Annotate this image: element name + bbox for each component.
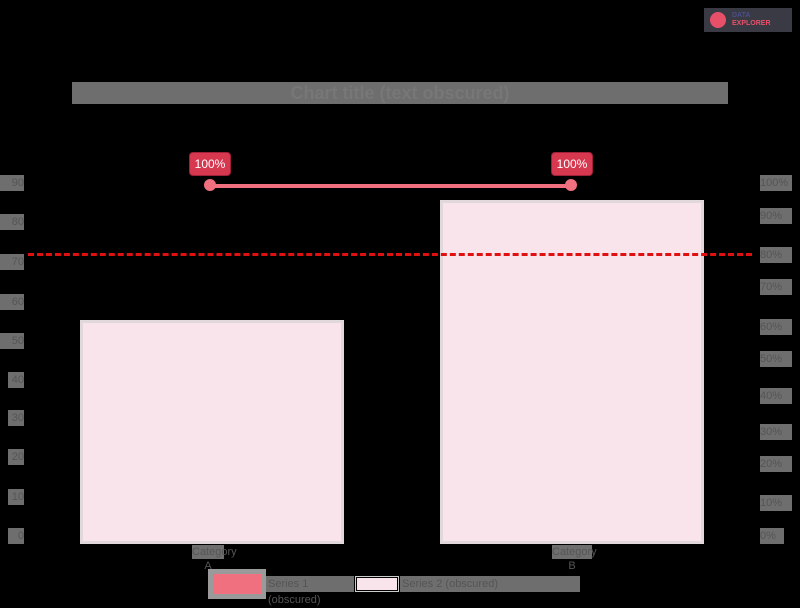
right-axis-tick: 60% <box>760 319 792 335</box>
left-axis-tick: 20 <box>8 449 24 465</box>
bracket-endpoint-left <box>204 179 216 191</box>
right-axis-tick: 30% <box>760 424 792 440</box>
legend-swatch-series-2[interactable] <box>355 576 399 592</box>
right-axis-tick: 90% <box>760 208 792 224</box>
right-axis-tick: 70% <box>760 279 792 295</box>
left-axis-tick: 70 <box>0 254 24 270</box>
logo-line1: DATA <box>732 12 751 19</box>
chart-title: Chart title (text obscured) <box>72 82 728 104</box>
bracket-endpoint-right <box>565 179 577 191</box>
right-axis-tick: 20% <box>760 456 792 472</box>
left-axis-tick: 10 <box>8 489 24 505</box>
right-axis-tick: 0% <box>760 528 784 544</box>
left-axis-tick: 30 <box>8 410 24 426</box>
x-axis-label-b: Category B <box>552 545 597 572</box>
left-axis-tick: 60 <box>0 294 24 310</box>
reference-line <box>28 253 752 256</box>
left-axis-tick: 90 <box>0 175 24 191</box>
left-axis-tick: 40 <box>8 372 24 388</box>
legend: Series 1 (obscured) Series 2 (obscured) <box>208 568 580 606</box>
legend-swatch-series-1[interactable] <box>208 569 266 599</box>
bar-category-a[interactable] <box>80 320 344 544</box>
legend-label-series-1[interactable]: Series 1 (obscured) <box>266 576 354 606</box>
percent-badge-b: 100% <box>551 152 593 176</box>
right-axis-tick: 80% <box>760 247 792 263</box>
right-axis-tick: 40% <box>760 388 792 404</box>
left-axis-tick: 80 <box>0 214 24 230</box>
right-axis-tick: 50% <box>760 351 792 367</box>
x-axis-label-a: Category A <box>192 545 237 572</box>
percent-badge-a: 100% <box>189 152 231 176</box>
legend-label-series-2[interactable]: Series 2 (obscured) <box>400 576 580 592</box>
comparison-bracket <box>206 184 572 188</box>
bar-category-b[interactable] <box>440 200 704 544</box>
right-axis-tick: 10% <box>760 495 792 511</box>
left-axis-tick: 0 <box>8 528 24 544</box>
logo-globe-icon <box>710 12 726 28</box>
left-axis-tick: 50 <box>0 333 24 349</box>
logo-line2: EXPLORER <box>732 20 771 27</box>
brand-logo: DATA EXPLORER <box>704 8 792 32</box>
right-axis-tick: 100% <box>760 175 792 191</box>
